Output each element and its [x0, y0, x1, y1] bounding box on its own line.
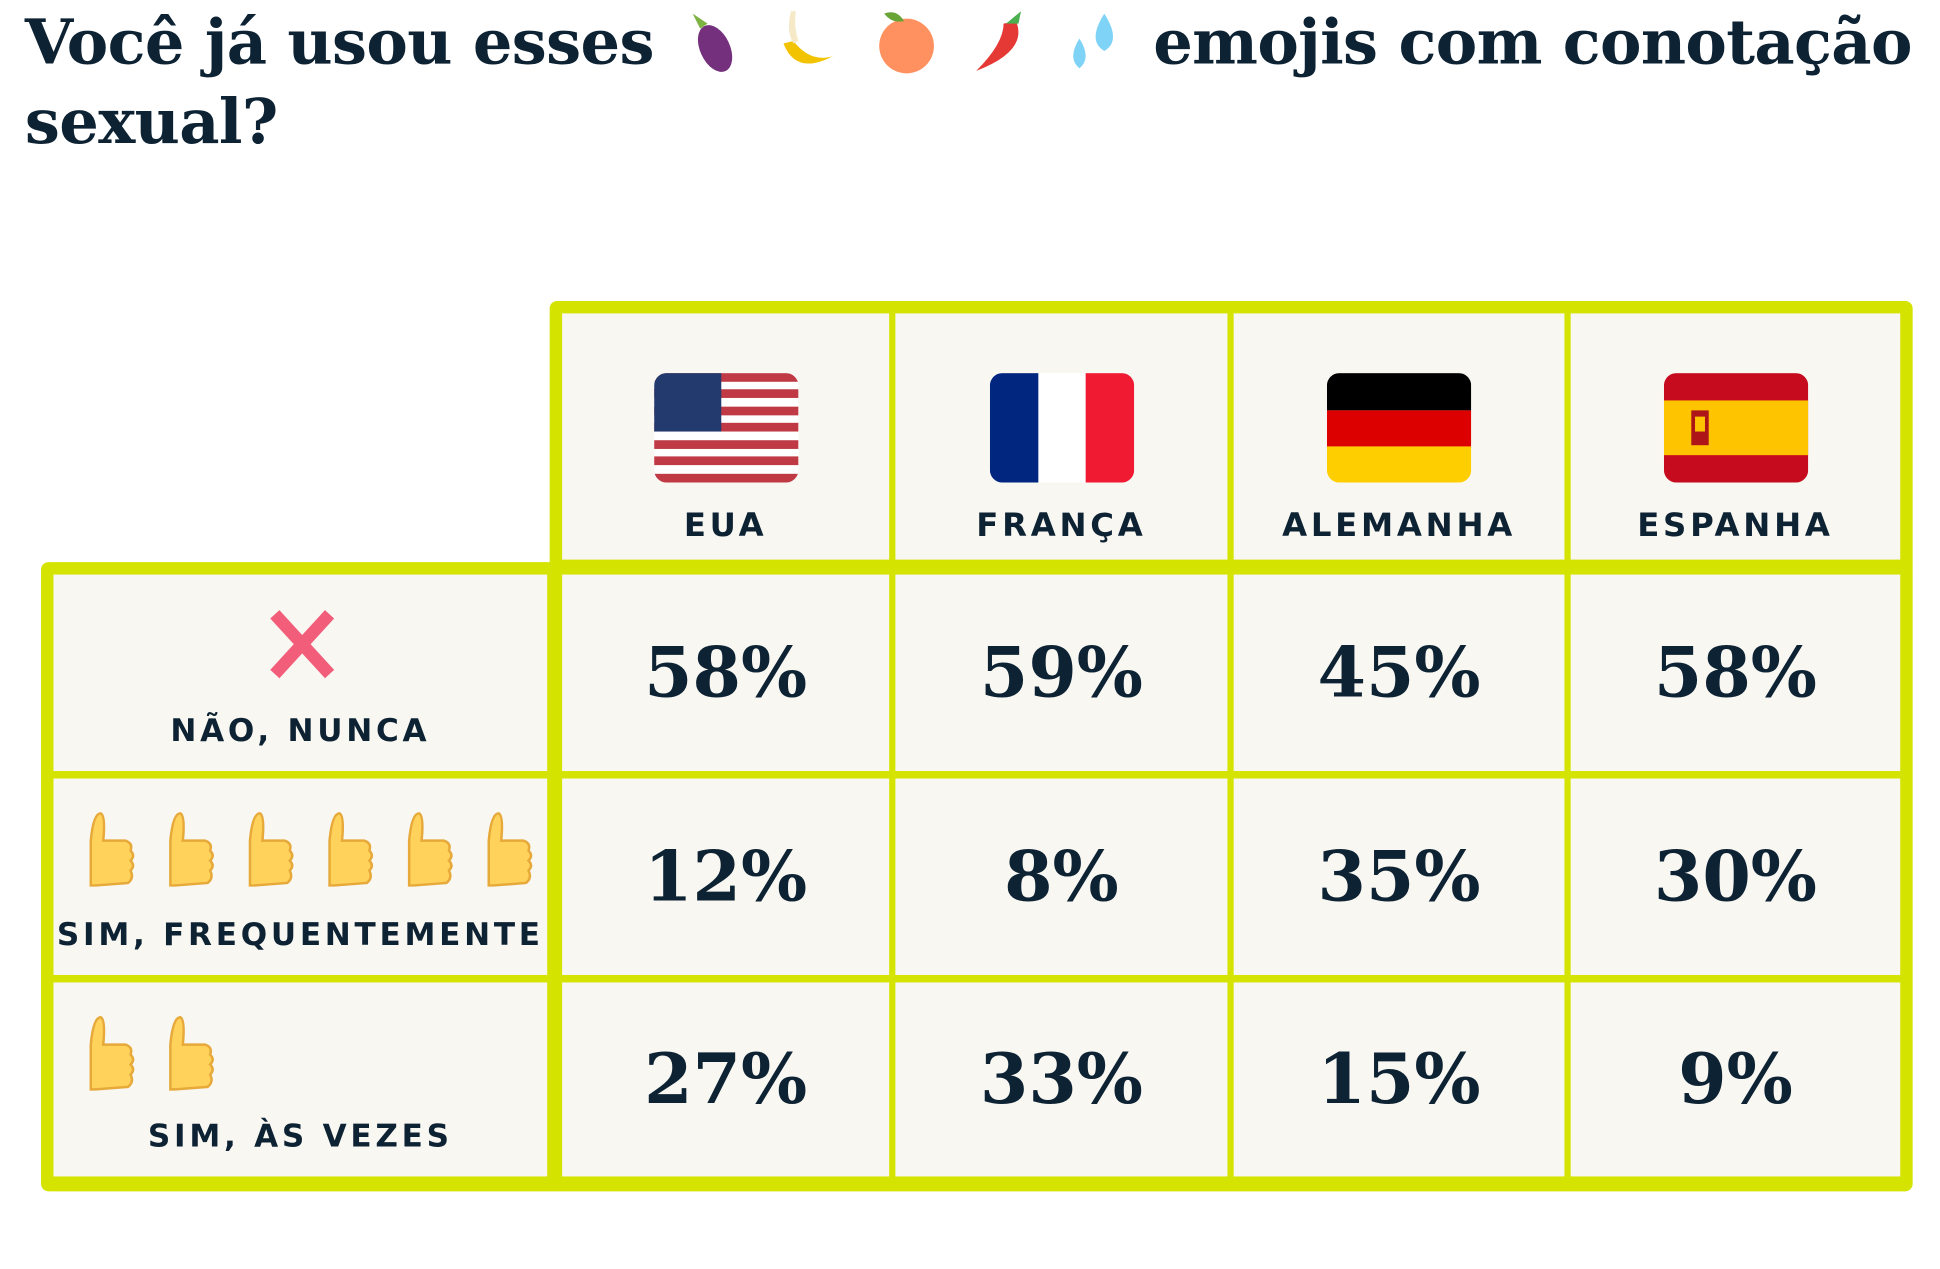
value: 8% [1004, 835, 1119, 918]
value-cell: 9% [1570, 982, 1901, 1177]
value: 12% [644, 835, 808, 918]
france-flag-icon [989, 373, 1134, 483]
country-name: ESPANHA [1637, 507, 1834, 545]
sweat-droplets-icon [1073, 13, 1114, 69]
cross-mark-icon [270, 610, 335, 679]
country-name: EUA [683, 507, 768, 545]
value-cell: 33% [895, 982, 1228, 1177]
header-cell-alemanha: ALEMANHA [1233, 313, 1565, 560]
title-text-end: emojis com conotação sexual? [24, 4, 1913, 158]
row-label: SIM, ÀS VEZES [147, 1117, 453, 1155]
eggplant-icon [692, 13, 732, 72]
value-cell: 35% [1233, 778, 1565, 975]
thumbs-up-icon [160, 1015, 215, 1092]
row-label-sim-frequentemente: SIM, FREQUENTEMENTE [53, 778, 548, 975]
row-label: NÃO, NUNCA [170, 712, 431, 749]
us-flag-icon [653, 373, 798, 483]
value: 33% [979, 1038, 1143, 1121]
value: 35% [1317, 835, 1481, 918]
header-cell-franca: FRANÇA [895, 313, 1228, 560]
spain-flag-icon [1663, 373, 1808, 483]
header-cell-eua: EUA [562, 313, 890, 560]
thumbs-up-icon [399, 811, 454, 888]
peach-icon [878, 12, 934, 74]
thumbs-up-group [81, 1015, 215, 1092]
value: 9% [1678, 1038, 1793, 1121]
header-cell-espanha: ESPANHA [1570, 313, 1901, 560]
thumbs-up-icon [320, 811, 375, 888]
thumbs-up-icon [81, 1015, 136, 1092]
banana-icon [783, 11, 833, 64]
row-label-nao-nunca: NÃO, NUNCA [53, 574, 548, 772]
value: 15% [1317, 1038, 1481, 1121]
page-title: Você já usou esses emojis com conotação … [25, 2, 1928, 161]
value-cell: 27% [562, 982, 890, 1177]
value: 59% [979, 631, 1143, 714]
title-text-start: Você já usou esses [24, 4, 655, 79]
value-cell: 15% [1233, 982, 1565, 1177]
country-name: FRANÇA [976, 507, 1147, 545]
value-cell: 59% [895, 574, 1228, 772]
row-label: SIM, FREQUENTEMENTE [56, 916, 544, 953]
value-cell: 12% [562, 778, 890, 975]
value-cell: 58% [562, 574, 890, 772]
thumbs-up-group [81, 811, 534, 888]
thumbs-up-icon [479, 811, 534, 888]
value: 27% [644, 1038, 808, 1121]
value-cell: 58% [1570, 574, 1901, 772]
thumbs-up-icon [160, 811, 215, 888]
value: 45% [1317, 631, 1481, 714]
value-cell: 8% [895, 778, 1228, 975]
country-name: ALEMANHA [1282, 507, 1517, 545]
thumbs-up-icon [81, 811, 136, 888]
value: 58% [1653, 631, 1817, 714]
value-cell: 30% [1570, 778, 1901, 975]
hot-pepper-icon [976, 11, 1022, 71]
value: 58% [644, 631, 808, 714]
row-label-sim-as-vezes: SIM, ÀS VEZES [53, 982, 548, 1177]
germany-flag-icon [1326, 373, 1472, 483]
value-cell: 45% [1233, 574, 1565, 772]
value: 30% [1653, 835, 1817, 918]
thumbs-up-icon [240, 811, 295, 888]
